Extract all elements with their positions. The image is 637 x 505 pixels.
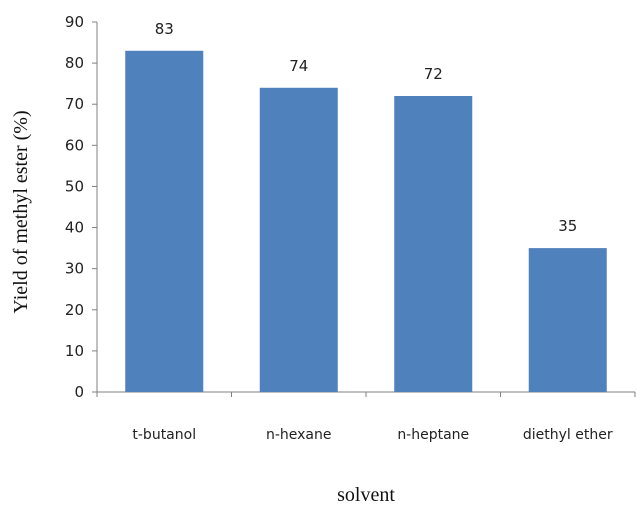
data-label: 74 <box>289 57 308 75</box>
data-label: 35 <box>558 217 577 235</box>
x-tick-label: n-hexane <box>266 427 332 443</box>
data-labels: 83 74 72 35 <box>155 20 578 235</box>
y-tick-label: 60 <box>65 136 84 154</box>
bar-t-butanol <box>125 50 204 393</box>
data-label: 72 <box>424 65 443 83</box>
y-tick-label: 50 <box>65 177 84 195</box>
y-tick-label: 80 <box>65 54 84 72</box>
x-axis-title: solvent <box>337 484 395 505</box>
bar-n-heptane <box>394 96 473 392</box>
x-axis <box>96 391 636 397</box>
x-tick-label: diethyl ether <box>523 427 613 443</box>
data-label: 83 <box>155 20 174 38</box>
x-tick-label: n-heptane <box>397 427 469 443</box>
y-axis-title: Yield of methyl ester (%) <box>10 110 32 313</box>
bar-n-hexane <box>259 87 338 393</box>
bars <box>125 50 607 393</box>
y-tick-label: 40 <box>65 219 84 237</box>
y-axis: 0 10 20 30 40 50 60 70 80 90 <box>65 13 98 401</box>
y-tick-label: 0 <box>74 383 84 401</box>
y-tick-label: 30 <box>65 260 84 278</box>
bar-diethyl-ether <box>528 248 607 392</box>
x-tick-label: t-butanol <box>132 427 196 443</box>
y-tick-label: 20 <box>65 301 84 319</box>
y-tick-label: 70 <box>65 95 84 113</box>
y-tick-label: 90 <box>65 13 84 31</box>
y-tick-label: 10 <box>65 342 84 360</box>
category-labels: t-butanol n-hexane n-heptane diethyl ether <box>132 427 612 443</box>
